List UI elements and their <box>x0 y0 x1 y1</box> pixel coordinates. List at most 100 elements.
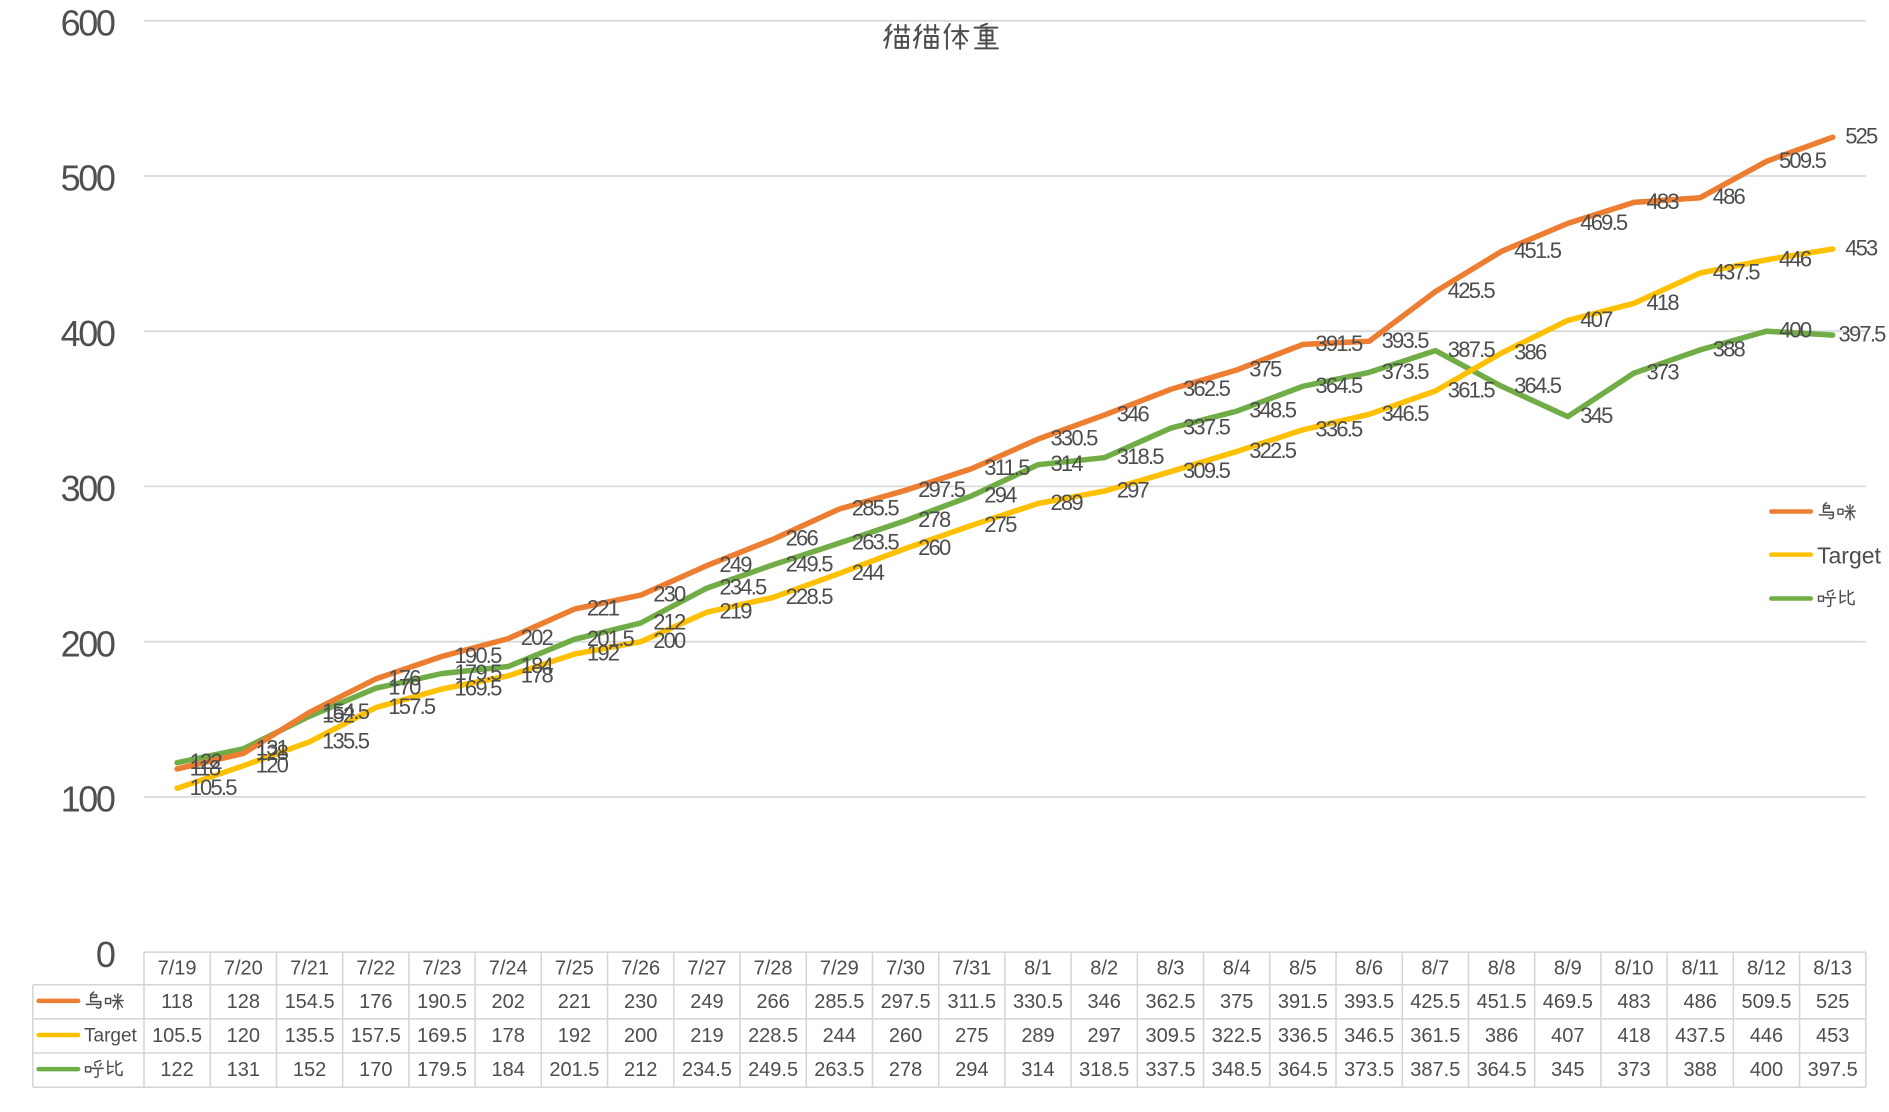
svg-text:297.5: 297.5 <box>881 991 931 1013</box>
svg-text:184: 184 <box>492 1059 525 1081</box>
svg-text:509.5: 509.5 <box>1779 148 1827 173</box>
svg-text:190.5: 190.5 <box>417 991 467 1013</box>
svg-text:249.5: 249.5 <box>786 551 834 576</box>
svg-text:131: 131 <box>256 735 289 760</box>
svg-text:375: 375 <box>1249 357 1282 382</box>
svg-text:179.5: 179.5 <box>417 1059 467 1081</box>
svg-text:7/24: 7/24 <box>489 958 528 980</box>
svg-text:105.5: 105.5 <box>152 1025 202 1047</box>
svg-text:361.5: 361.5 <box>1448 378 1496 403</box>
svg-text:388: 388 <box>1684 1059 1717 1081</box>
svg-text:122: 122 <box>160 1059 193 1081</box>
svg-text:192: 192 <box>558 1025 591 1047</box>
svg-text:221: 221 <box>558 991 591 1013</box>
svg-text:346: 346 <box>1117 402 1150 427</box>
svg-text:388: 388 <box>1713 336 1746 361</box>
svg-text:346.5: 346.5 <box>1344 1025 1394 1047</box>
svg-text:263.5: 263.5 <box>852 530 900 555</box>
svg-text:437.5: 437.5 <box>1713 260 1761 285</box>
svg-text:311.5: 311.5 <box>948 991 997 1013</box>
svg-text:300: 300 <box>61 468 115 509</box>
svg-text:275: 275 <box>955 1025 988 1047</box>
svg-text:297: 297 <box>1088 1025 1121 1047</box>
svg-text:7/19: 7/19 <box>158 958 197 980</box>
svg-text:600: 600 <box>61 3 115 44</box>
svg-text:8/12: 8/12 <box>1747 958 1786 980</box>
svg-text:179.5: 179.5 <box>455 660 503 685</box>
svg-text:7/29: 7/29 <box>820 958 859 980</box>
svg-text:178: 178 <box>492 1025 525 1047</box>
svg-text:453: 453 <box>1845 236 1878 261</box>
svg-text:157.5: 157.5 <box>351 1025 401 1047</box>
svg-text:486: 486 <box>1684 991 1717 1013</box>
svg-text:453: 453 <box>1816 1025 1849 1047</box>
svg-text:249: 249 <box>690 991 723 1013</box>
svg-text:228.5: 228.5 <box>786 584 834 609</box>
svg-text:170: 170 <box>388 675 421 700</box>
svg-text:297: 297 <box>1117 478 1150 503</box>
svg-text:201.5: 201.5 <box>587 626 635 651</box>
svg-text:7/21: 7/21 <box>290 958 329 980</box>
svg-text:200: 200 <box>61 623 115 664</box>
svg-text:294: 294 <box>955 1059 988 1081</box>
svg-text:407: 407 <box>1551 1025 1584 1047</box>
svg-text:131: 131 <box>227 1059 260 1081</box>
svg-text:120: 120 <box>227 1025 260 1047</box>
svg-text:7/22: 7/22 <box>356 958 395 980</box>
svg-text:297.5: 297.5 <box>918 477 966 502</box>
svg-text:8/2: 8/2 <box>1090 958 1118 980</box>
svg-text:309.5: 309.5 <box>1183 458 1231 483</box>
svg-text:446: 446 <box>1779 246 1812 271</box>
svg-text:219: 219 <box>719 599 752 624</box>
svg-text:266: 266 <box>756 991 789 1013</box>
svg-text:260: 260 <box>889 1025 922 1047</box>
svg-text:400: 400 <box>1750 1059 1783 1081</box>
svg-text:8/9: 8/9 <box>1554 958 1582 980</box>
svg-text:294: 294 <box>984 482 1017 507</box>
svg-text:7/25: 7/25 <box>555 958 594 980</box>
svg-text:8/6: 8/6 <box>1355 958 1383 980</box>
svg-text:120: 120 <box>256 752 289 777</box>
svg-text:260: 260 <box>918 535 951 560</box>
svg-text:337.5: 337.5 <box>1145 1059 1195 1081</box>
svg-text:157.5: 157.5 <box>388 694 436 719</box>
svg-text:228.5: 228.5 <box>748 1025 798 1047</box>
svg-text:105.5: 105.5 <box>190 775 238 800</box>
svg-text:8/5: 8/5 <box>1289 958 1317 980</box>
svg-text:154.5: 154.5 <box>322 699 370 724</box>
svg-text:8/13: 8/13 <box>1813 958 1852 980</box>
svg-text:7/23: 7/23 <box>423 958 462 980</box>
svg-text:7/28: 7/28 <box>754 958 793 980</box>
svg-text:285.5: 285.5 <box>852 496 900 521</box>
svg-text:330.5: 330.5 <box>1013 991 1063 1013</box>
svg-text:278: 278 <box>918 507 951 532</box>
svg-text:451.5: 451.5 <box>1477 991 1527 1013</box>
svg-text:219: 219 <box>690 1025 723 1047</box>
svg-text:346: 346 <box>1088 991 1121 1013</box>
svg-text:152: 152 <box>322 703 355 728</box>
svg-text:8/4: 8/4 <box>1223 958 1251 980</box>
svg-text:387.5: 387.5 <box>1448 337 1496 362</box>
svg-text:391.5: 391.5 <box>1315 331 1363 356</box>
svg-text:7/26: 7/26 <box>621 958 660 980</box>
svg-text:8/11: 8/11 <box>1681 958 1718 980</box>
svg-text:Target: Target <box>84 1026 138 1047</box>
svg-text:469.5: 469.5 <box>1580 210 1628 235</box>
svg-text:7/27: 7/27 <box>687 958 726 980</box>
svg-text:322.5: 322.5 <box>1249 438 1297 463</box>
svg-text:348.5: 348.5 <box>1212 1059 1262 1081</box>
svg-text:346.5: 346.5 <box>1382 401 1430 426</box>
svg-text:244: 244 <box>823 1025 856 1047</box>
svg-text:278: 278 <box>889 1059 922 1081</box>
svg-text:176: 176 <box>359 991 392 1013</box>
svg-text:275: 275 <box>984 512 1017 537</box>
svg-text:190.5: 190.5 <box>455 643 503 668</box>
svg-text:202: 202 <box>521 625 554 650</box>
svg-text:192: 192 <box>587 641 620 666</box>
svg-text:362.5: 362.5 <box>1183 376 1231 401</box>
svg-text:364.5: 364.5 <box>1514 373 1562 398</box>
svg-text:469.5: 469.5 <box>1543 991 1593 1013</box>
svg-text:361.5: 361.5 <box>1410 1025 1460 1047</box>
svg-text:336.5: 336.5 <box>1315 416 1363 441</box>
svg-text:336.5: 336.5 <box>1278 1025 1328 1047</box>
